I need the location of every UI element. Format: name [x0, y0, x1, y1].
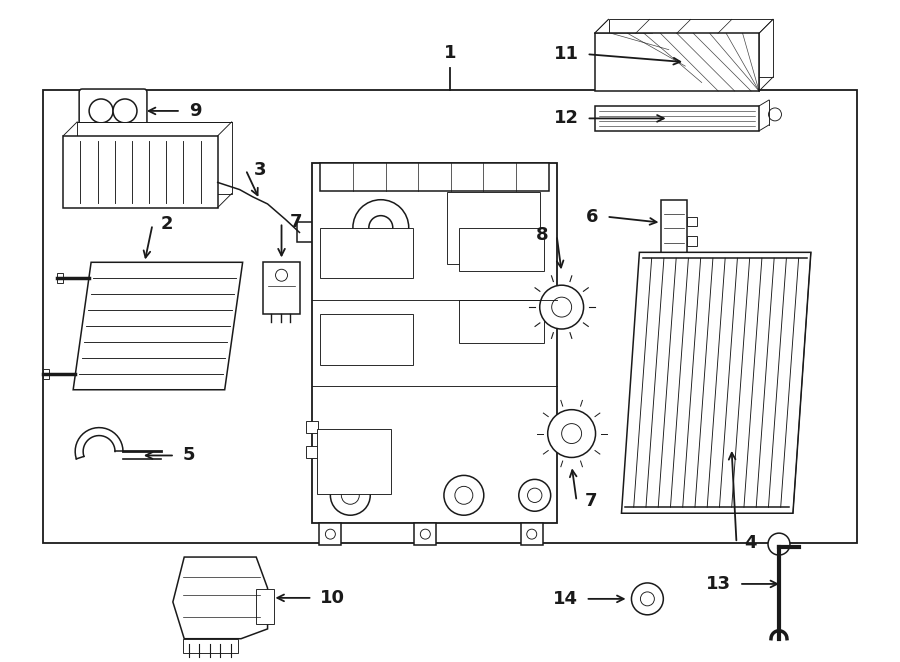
Text: 11: 11 [554, 45, 579, 63]
Text: 1: 1 [444, 44, 456, 62]
Bar [306, 446, 319, 458]
Circle shape [454, 487, 472, 504]
Bar [318, 430, 391, 495]
Bar [446, 191, 540, 263]
Text: 8: 8 [536, 226, 549, 244]
Circle shape [330, 475, 370, 515]
Bar [306, 421, 319, 433]
Circle shape [113, 99, 137, 123]
Bar [298, 222, 315, 242]
Circle shape [420, 529, 430, 539]
Text: 6: 6 [586, 208, 598, 226]
Circle shape [552, 297, 572, 317]
Circle shape [527, 488, 542, 502]
Bar [688, 216, 698, 226]
Circle shape [641, 592, 654, 606]
Bar [263, 262, 301, 314]
Text: 7: 7 [585, 493, 597, 510]
Circle shape [444, 475, 484, 515]
Circle shape [326, 529, 336, 539]
FancyBboxPatch shape [79, 89, 147, 133]
Circle shape [540, 285, 583, 329]
Bar [459, 300, 544, 343]
Text: 13: 13 [706, 575, 731, 593]
Bar [595, 106, 759, 131]
Circle shape [632, 583, 663, 615]
Bar [414, 523, 436, 545]
Text: 4: 4 [744, 534, 757, 552]
Circle shape [562, 424, 581, 444]
Bar [43, 90, 857, 543]
Circle shape [548, 410, 596, 457]
Bar [320, 228, 413, 278]
Text: 2: 2 [160, 215, 173, 234]
Bar [688, 236, 698, 246]
Circle shape [768, 533, 790, 555]
Bar [595, 33, 759, 91]
Text: 7: 7 [290, 213, 302, 232]
Text: 14: 14 [553, 590, 578, 608]
Bar [608, 19, 773, 77]
Text: 5: 5 [183, 446, 195, 465]
Polygon shape [622, 252, 811, 513]
Circle shape [353, 200, 409, 256]
Bar [77, 122, 231, 193]
Circle shape [769, 108, 781, 121]
Bar [320, 163, 549, 191]
Circle shape [526, 529, 536, 539]
Bar [57, 273, 63, 283]
Text: 3: 3 [254, 161, 266, 179]
Bar [183, 639, 238, 653]
Circle shape [275, 269, 287, 281]
Bar [662, 199, 688, 258]
Bar [459, 228, 544, 271]
Bar [320, 523, 341, 545]
Circle shape [341, 487, 359, 504]
Circle shape [369, 216, 392, 240]
Bar [43, 369, 50, 379]
Bar [320, 314, 413, 365]
Polygon shape [173, 557, 267, 639]
Text: 10: 10 [320, 589, 346, 607]
Text: 12: 12 [554, 109, 579, 127]
Circle shape [89, 99, 113, 123]
Bar [521, 523, 543, 545]
Bar [63, 136, 218, 207]
Bar [256, 589, 274, 624]
Bar [312, 163, 557, 523]
Circle shape [518, 479, 551, 511]
Polygon shape [73, 262, 243, 390]
Text: 9: 9 [189, 102, 202, 120]
